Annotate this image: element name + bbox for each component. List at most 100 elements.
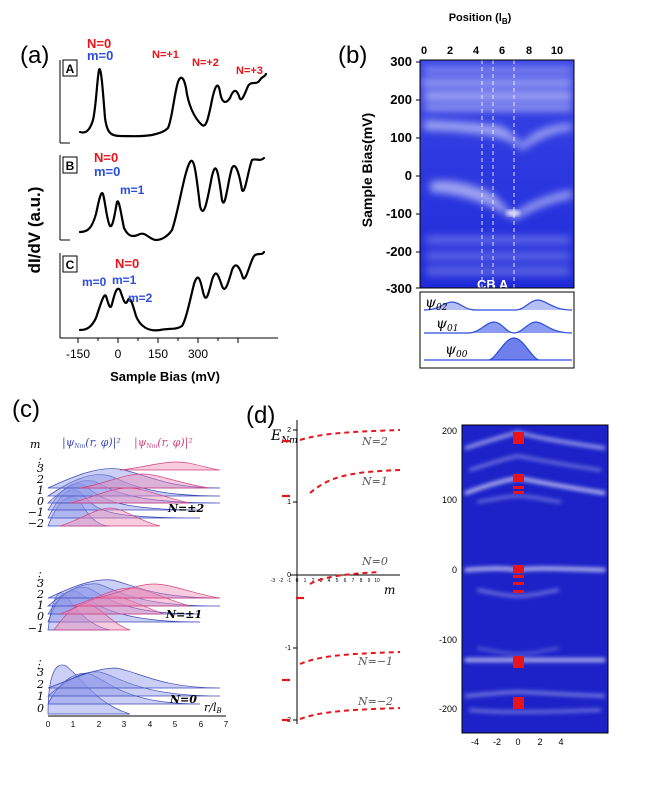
level-label: N=0 (361, 555, 388, 568)
panel-b-xlabel: Position (lB) (449, 12, 512, 26)
panel-d-map-ytick: 200 (442, 426, 457, 436)
anno-A-N0: N=0 (87, 36, 111, 51)
panel-b-xtick: 4 (473, 45, 480, 57)
level-label: N=1 (361, 475, 388, 488)
panel-d-ytick: 2 (287, 427, 291, 434)
panel-b-xtick: 2 (447, 45, 453, 57)
panel-d-map-ytick: 0 (452, 565, 457, 575)
panel-b-ytick: 0 (405, 168, 412, 183)
panel-d-xtick: 9 (368, 578, 371, 584)
m-label: 0 (37, 702, 44, 715)
anno-C-N0: N=0 (115, 256, 139, 271)
psi-00-label: ψ00 (445, 342, 468, 360)
m-label: 2 (36, 473, 44, 486)
panel-a-xtick: 0 (115, 347, 122, 361)
anno-B-m1: m=1 (120, 183, 145, 197)
panel-d-map-ytick: -100 (439, 635, 457, 645)
panel-b-xtick: 0 (421, 45, 427, 57)
panel-c: (c) m |ψNm(r, φ)|² |ψNm(r, φ)|² ⋮ 3 (12, 396, 229, 729)
panel-c-col1-label: |ψNm(r, φ)|² (62, 436, 121, 450)
group-N0: ⋮ 3 2 1 0 N=0 r/lB (33, 658, 222, 715)
m-label: 0 (37, 495, 44, 508)
group-N1: ⋮ 3 2 1 0 −1 N=±1 (28, 570, 221, 635)
m-label: 1 (37, 690, 44, 703)
panel-c-label: (c) (12, 396, 40, 423)
anno-A-m0: m=0 (87, 48, 113, 63)
panel-a-xlabel: Sample Bias (mV) (110, 369, 220, 384)
m-label: 3 (37, 462, 44, 475)
psi-01-label: ψ01 (436, 316, 458, 334)
panel-c-col2-label: |ψNm(r, φ)|² (134, 436, 193, 450)
curve-A (78, 68, 268, 138)
anno-B-N0: N=0 (94, 150, 118, 165)
panel-c-xtick: 3 (122, 720, 127, 729)
panel-d: (d) ENm 2 1 0 -1 -2 -3 -2 -1 0 1 2 3 4 5… (246, 402, 609, 747)
panel-d-map-xtick: 2 (537, 737, 542, 747)
anno-B-m0: m=0 (94, 164, 120, 179)
anno-C-m1: m=1 (112, 273, 137, 287)
panel-c-m-label: m (30, 438, 40, 451)
curve-B (78, 156, 266, 242)
level-Nm1 (299, 651, 401, 665)
panel-a-xtick: 300 (188, 347, 208, 361)
panel-c-xtick: 4 (148, 720, 153, 729)
panel-a-xtick: -150 (66, 347, 90, 361)
level-N2 (299, 429, 401, 441)
m-label: 3 (37, 577, 44, 590)
panel-d-xtick: 3 (320, 578, 323, 584)
curve-tag-A: A (62, 59, 78, 77)
anno-C-m0: m=0 (82, 275, 107, 289)
panel-d-xtick: -2 (279, 578, 284, 584)
panel-b-ytick: -300 (386, 281, 412, 296)
panel-b-ytick: 200 (390, 92, 412, 107)
m-label: ⋮ (33, 570, 44, 583)
panel-d-ytick: 1 (287, 499, 291, 506)
panel-d-xtick: 8 (360, 578, 363, 584)
panel-d-ytick: -1 (285, 645, 291, 652)
panel-d-xtick: 5 (336, 578, 339, 584)
panel-d-map-xtick: -2 (493, 737, 501, 747)
panel-c-xtick: 6 (199, 720, 204, 729)
panel-d-map-xtick: -4 (471, 737, 479, 747)
m-label: −1 (28, 506, 44, 519)
panel-a: (a) dI/dV (a.u.) A B (20, 36, 278, 384)
level-label: N=−2 (357, 695, 393, 708)
panel-b-xtick: 10 (551, 45, 563, 57)
panel-b-map: CB A (420, 60, 574, 292)
svg-text:C: C (66, 258, 75, 272)
level-N1 (309, 469, 401, 494)
panel-c-xtick: 2 (97, 720, 102, 729)
group-N2: ⋮ 3 2 1 0 −1 −2 N=±2 (28, 456, 221, 530)
panel-b-ytick: -200 (386, 244, 412, 259)
m-label: 2 (36, 588, 44, 601)
level-Nm2 (299, 707, 401, 720)
panel-b-xtick: 8 (526, 45, 532, 57)
panel-d-map-ytick: 100 (442, 495, 457, 505)
m-label: −2 (28, 517, 44, 530)
panel-b: (b) Position (lB) 0 2 4 6 8 10 (338, 12, 575, 369)
panel-d-map-xtick: 4 (558, 737, 563, 747)
curve-tag-C: C (62, 255, 78, 273)
anno-A-N1: N=+1 (152, 49, 179, 61)
panel-a-label: (a) (20, 42, 49, 69)
panel-b-xtick: 6 (499, 45, 505, 57)
panel-d-xlabel: m (384, 583, 395, 597)
panel-a-xtick: 150 (148, 347, 168, 361)
svg-text:B: B (66, 159, 75, 173)
panel-d-xtick: 1 (304, 578, 307, 584)
panel-c-xlabel: r/lB (204, 701, 222, 715)
m-label: 1 (37, 484, 44, 497)
level-label: N=2 (361, 435, 388, 448)
panel-d-xtick: 6 (344, 578, 347, 584)
psi-02-label: ψ02 (425, 295, 448, 313)
anno-A-N2: N=+2 (192, 57, 219, 69)
m-label: 0 (37, 610, 44, 623)
curve-tag-B: B (62, 156, 78, 174)
panel-b-label: (b) (338, 42, 367, 69)
panel-c-xtick: 0 (46, 720, 51, 729)
panel-d-map-ytick: -200 (439, 704, 457, 714)
m-label: ⋮ (33, 456, 44, 469)
panel-d-xtick: 0 (296, 578, 299, 584)
group-N0-label: N=0 (169, 693, 197, 706)
